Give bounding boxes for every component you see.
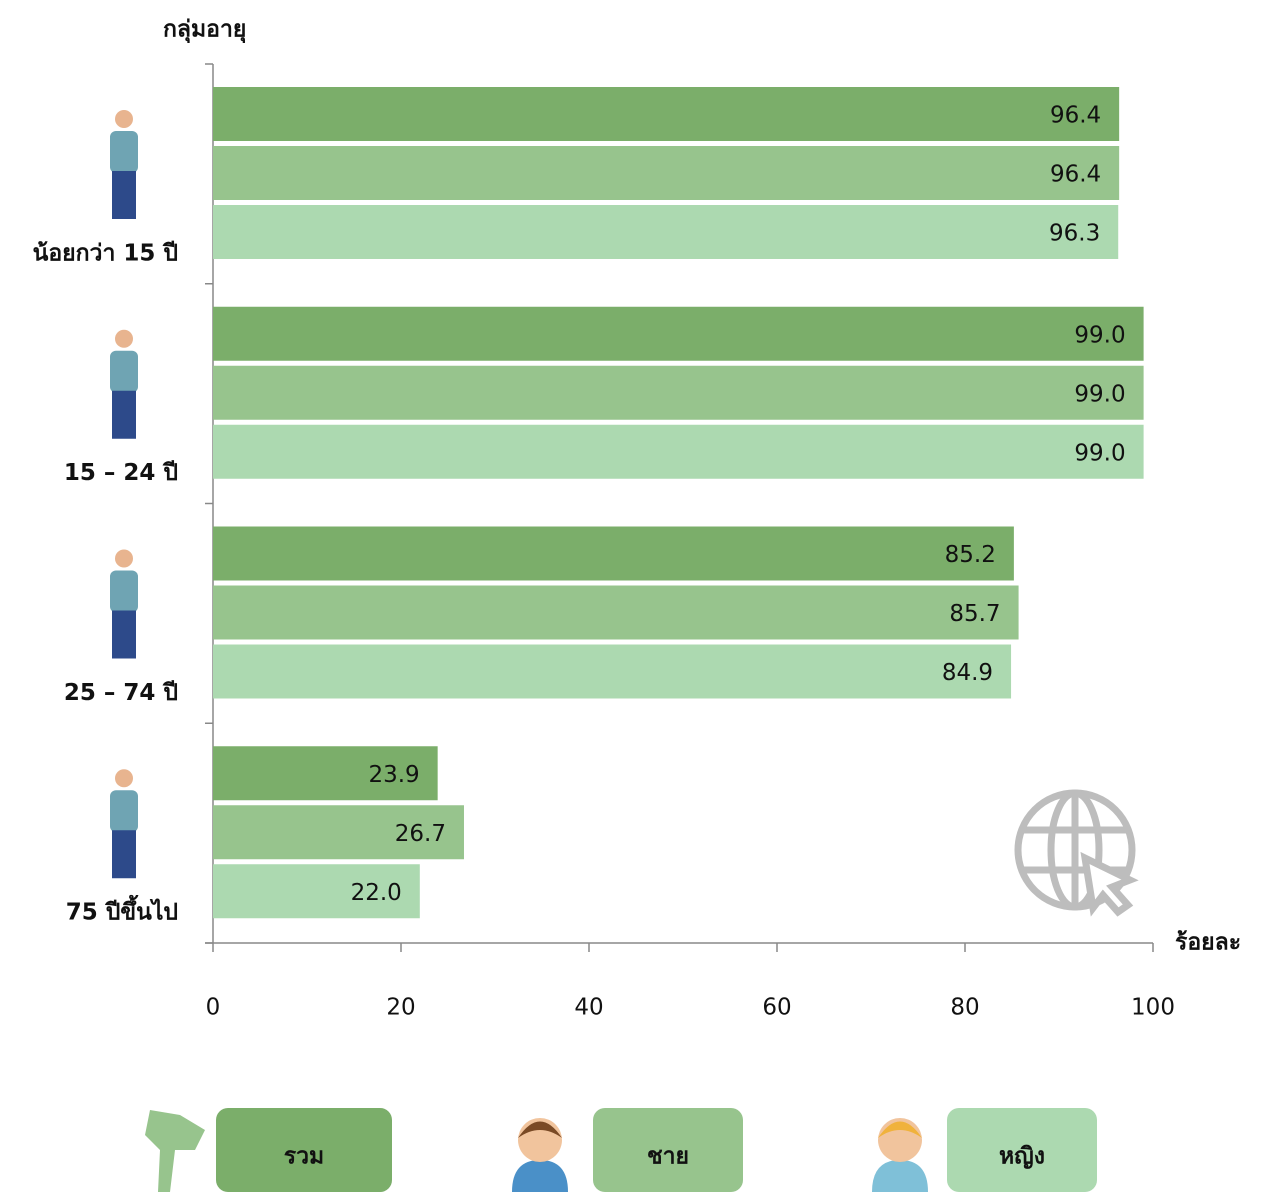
value-label: 84.9 xyxy=(942,660,993,686)
bar xyxy=(213,424,1144,479)
age-figure xyxy=(110,549,138,659)
figure-legs xyxy=(112,171,136,219)
bar xyxy=(213,644,1012,699)
figure-legs xyxy=(112,610,136,659)
y-axis-title: กลุ่มอายุ xyxy=(163,17,246,44)
category-label: น้อยกว่า 15 ปี xyxy=(33,240,178,266)
bar xyxy=(213,205,1119,259)
legend-label: ชาย xyxy=(647,1144,689,1170)
figure-head xyxy=(115,549,133,568)
legend-label: รวม xyxy=(284,1144,324,1170)
legend-icon xyxy=(145,1110,205,1192)
bar xyxy=(213,585,1019,640)
figure-body xyxy=(110,350,138,393)
x-axis-title: ร้อยละ xyxy=(1175,930,1241,956)
value-label: 99.0 xyxy=(1074,440,1125,466)
category-label: 25 – 74 ปี xyxy=(64,680,178,706)
bar xyxy=(213,805,464,860)
legend-swatch xyxy=(216,1108,392,1192)
value-label: 99.0 xyxy=(1074,381,1125,407)
legend-swatch xyxy=(947,1108,1097,1192)
value-label: 85.2 xyxy=(945,542,996,568)
value-label: 85.7 xyxy=(949,601,1000,627)
value-label: 22.0 xyxy=(351,880,402,906)
value-label: 26.7 xyxy=(395,821,446,847)
legend-swatch xyxy=(593,1108,743,1192)
legend-icon xyxy=(872,1118,928,1192)
legend-label: หญิง xyxy=(999,1144,1045,1170)
age-figure xyxy=(110,110,138,219)
x-tick-label: 20 xyxy=(386,995,415,1021)
figure-legs xyxy=(112,830,136,879)
avatar-body xyxy=(872,1160,928,1192)
avatar-hair xyxy=(518,1121,562,1138)
category-label: 15 – 24 ปี xyxy=(64,460,178,486)
value-label: 96.4 xyxy=(1050,103,1101,129)
value-label: 99.0 xyxy=(1074,322,1125,348)
avatar-body xyxy=(512,1160,568,1192)
age-figure xyxy=(110,329,138,439)
figure-head xyxy=(115,110,133,128)
value-label: 96.4 xyxy=(1050,162,1101,188)
x-tick-label: 40 xyxy=(574,995,603,1021)
x-tick-label: 80 xyxy=(950,995,979,1021)
map-icon xyxy=(145,1110,205,1192)
figure-head xyxy=(115,769,133,788)
figure-body xyxy=(110,570,138,613)
bar xyxy=(213,87,1120,141)
figure-legs xyxy=(112,390,136,439)
bar xyxy=(213,864,420,919)
bar xyxy=(213,306,1144,361)
legend-icon xyxy=(512,1118,568,1192)
value-label: 96.3 xyxy=(1049,221,1100,247)
x-tick-label: 0 xyxy=(206,995,221,1021)
x-tick-label: 60 xyxy=(762,995,791,1021)
figure-head xyxy=(115,329,133,348)
category-label: 75 ปีขึ้นไป xyxy=(66,895,178,926)
avatar-hair xyxy=(878,1121,922,1138)
bar xyxy=(213,526,1014,581)
figure-body xyxy=(110,790,138,833)
figure-body xyxy=(110,131,138,173)
bar xyxy=(213,746,438,801)
age-figure xyxy=(110,769,138,879)
globe-icon xyxy=(1014,789,1139,917)
bar xyxy=(213,146,1120,200)
x-tick-label: 100 xyxy=(1131,995,1175,1021)
bar xyxy=(213,365,1144,420)
value-label: 23.9 xyxy=(368,762,419,788)
